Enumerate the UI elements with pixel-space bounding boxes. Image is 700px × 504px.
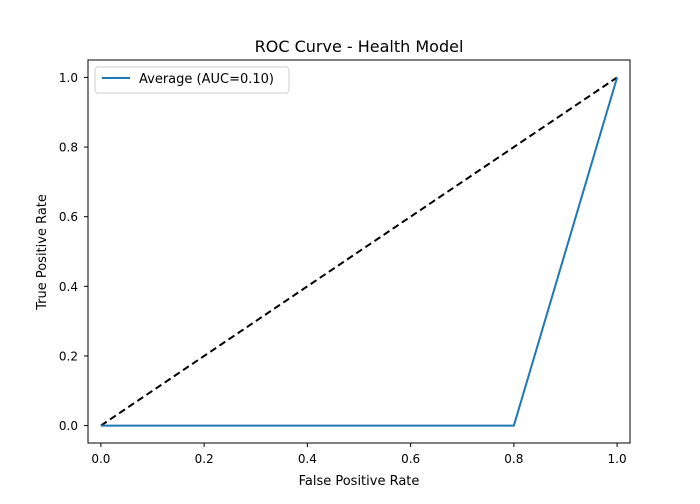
plot-area: 0.0 0.2 0.4 0.6 0.8 1.0 0.0 0.2 0.4 0.6 0.8 1.0 [59, 59, 631, 466]
y-tick-label: 0.0 [59, 419, 78, 433]
chart-title: ROC Curve - Health Model [255, 37, 464, 56]
series-line-0 [100, 77, 619, 427]
y-tick-label: 0.6 [59, 210, 78, 224]
y-tick-label: 1.0 [59, 71, 78, 85]
legend: Average (AUC=0.10) [94, 66, 290, 94]
legend-label-average: Average (AUC=0.10) [139, 72, 274, 87]
x-tick-label: 0.8 [504, 452, 523, 466]
y-tick-label: 0.8 [59, 141, 78, 155]
y-tick-label: 0.2 [59, 349, 78, 363]
x-tick-label: 0.2 [195, 452, 214, 466]
data-lines [100, 76, 619, 427]
chance-diagonal-line [100, 76, 618, 427]
x-tick-label: 0.6 [401, 452, 420, 466]
x-tick-label: 1.0 [608, 452, 627, 466]
legend-box [94, 66, 290, 94]
x-tick-label: 0.4 [298, 452, 317, 466]
axes-frame [87, 59, 631, 444]
y-tick-label: 0.4 [59, 280, 78, 294]
x-tick-label: 0.0 [91, 452, 110, 466]
axis-ticks: 0.0 0.2 0.4 0.6 0.8 1.0 0.0 0.2 0.4 0.6 0.8 1.0 [59, 71, 627, 466]
x-axis-label: False Positive Rate [299, 474, 420, 489]
y-axis-label: True Positive Rate [35, 194, 50, 311]
